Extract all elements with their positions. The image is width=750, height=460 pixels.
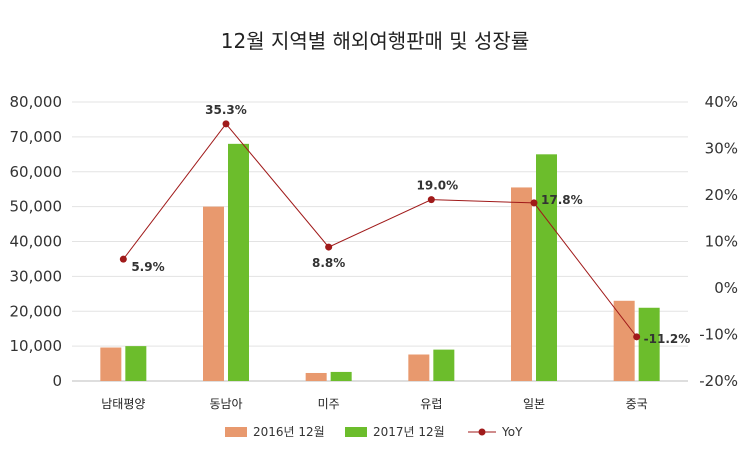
left-tick-label: 60,000: [10, 163, 63, 181]
left-tick-label: 80,000: [10, 93, 63, 111]
data-labels: 5.9% 35.3% 8.8% 19.0% 17.8% -11.2%: [131, 103, 690, 346]
bar-2017-3: [433, 349, 455, 381]
category-label: 유럽: [420, 397, 442, 411]
yoy-line: [119, 120, 641, 341]
right-tick-label: 10%: [705, 233, 738, 251]
left-tick-label: 10,000: [10, 337, 63, 355]
yoy-data-label: 35.3%: [205, 103, 247, 117]
yoy-point-4: [530, 199, 538, 207]
left-tick-label: 40,000: [10, 233, 63, 251]
yoy-point-5: [633, 333, 641, 341]
legend-label: YoY: [501, 425, 523, 439]
right-tick-label: 0%: [714, 279, 738, 297]
right-tick-label: 30%: [705, 140, 738, 158]
left-tick-label: 30,000: [10, 267, 63, 285]
grid-lines: [72, 101, 688, 382]
right-tick-label: -20%: [699, 372, 738, 390]
right-tick-label: -10%: [699, 326, 738, 344]
bar-2016-4: [511, 187, 532, 381]
right-axis: -20% -10% 0% 10% 20% 30% 40%: [699, 93, 738, 390]
bar-2017-5: [638, 307, 660, 381]
yoy-point-1: [222, 120, 230, 128]
legend-label: 2017년 12월: [373, 425, 445, 439]
category-label: 동남아: [209, 397, 242, 411]
yoy-point-0: [119, 255, 127, 263]
left-tick-label: 50,000: [10, 198, 63, 216]
bar-2017-2: [330, 371, 352, 381]
left-axis: 0 10,000 20,000 30,000 40,000 50,000 60,000 70,…: [10, 93, 63, 390]
category-label: 남태평양: [101, 397, 145, 411]
bar-2016-2: [305, 372, 327, 381]
bar-2016-3: [408, 354, 430, 381]
yoy-data-label: -11.2%: [644, 332, 691, 346]
bars: [100, 143, 660, 381]
bar-2016-0: [100, 347, 122, 381]
legend-swatch: [225, 427, 247, 437]
legend-label: 2016년 12월: [253, 425, 325, 439]
bar-2017-0: [125, 346, 147, 381]
yoy-data-label: 17.8%: [541, 193, 583, 207]
category-label: 중국: [626, 397, 648, 411]
bar-2016-5: [613, 300, 635, 381]
bar-2016-1: [203, 206, 224, 381]
category-label: 일본: [523, 397, 545, 411]
legend-swatch: [345, 427, 367, 437]
yoy-data-label: 8.8%: [312, 256, 345, 270]
legend: 2016년 12월 2017년 12월 YoY: [225, 425, 523, 439]
yoy-point-3: [427, 196, 435, 204]
left-tick-label: 0: [52, 372, 62, 390]
yoy-line-path: [122, 123, 638, 338]
legend-marker: [478, 428, 486, 436]
left-tick-label: 20,000: [10, 302, 63, 320]
yoy-data-label: 19.0%: [417, 179, 459, 193]
right-tick-label: 40%: [705, 93, 738, 111]
yoy-data-label: 5.9%: [131, 260, 164, 274]
chart-title: 12월 지역별 해외여행판매 및 성장률: [221, 29, 529, 53]
left-tick-label: 70,000: [10, 128, 63, 146]
right-tick-label: 20%: [705, 186, 738, 204]
bar-2017-4: [536, 154, 557, 381]
category-labels: 남태평양 동남아 미주 유럽 일본 중국: [101, 397, 647, 411]
category-label: 미주: [318, 397, 340, 411]
bar-2017-1: [228, 143, 249, 381]
yoy-point-2: [325, 243, 333, 251]
